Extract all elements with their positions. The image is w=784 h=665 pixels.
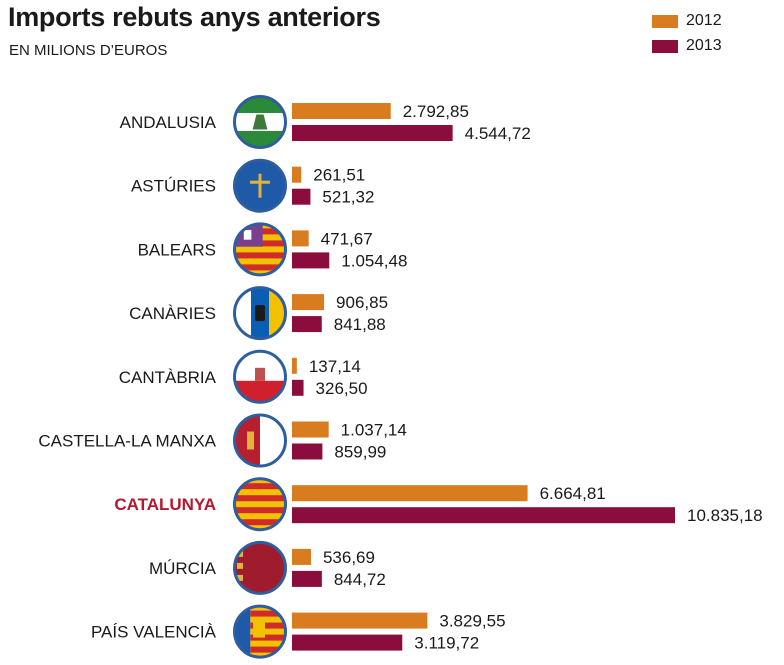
catalunya-flag-icon xyxy=(233,477,287,532)
value-label-2012: 906,85 xyxy=(336,293,388,312)
row-cantabria: CANTÀBRIA 137,14 326,50 xyxy=(119,349,368,404)
value-label-2013: 844,72 xyxy=(334,570,386,589)
chart-title: Imports rebuts anys anteriors xyxy=(8,2,381,32)
value-label-2013: 859,99 xyxy=(334,443,386,462)
value-label-2012: 3.829,55 xyxy=(439,612,505,631)
legend-item-2012: 2012 xyxy=(652,11,722,31)
value-label-2012: 536,69 xyxy=(323,548,375,567)
bar-2012 xyxy=(292,294,325,311)
value-label-2013: 4.544,72 xyxy=(465,124,531,143)
bar-2013 xyxy=(292,316,322,333)
bar-2013 xyxy=(292,634,403,651)
bar-2012 xyxy=(292,166,302,183)
category-label: BALEARS xyxy=(138,240,216,259)
category-label: CATALUNYA xyxy=(114,495,216,514)
row-canaries: CANÀRIES 906,85 841,88 xyxy=(129,286,388,341)
row-andalusia: ANDALUSIA 2.792,85 4.544,72 xyxy=(120,95,531,149)
value-label-2012: 261,51 xyxy=(313,166,365,185)
bar-2013 xyxy=(292,252,330,269)
canarias-flag-icon xyxy=(233,286,287,341)
bar-2012 xyxy=(292,548,311,565)
bar-2013 xyxy=(292,570,322,587)
category-label: CASTELLA-LA MANXA xyxy=(38,432,216,451)
bar-2012 xyxy=(292,103,391,119)
legend-label-2012: 2012 xyxy=(686,12,722,29)
balears-flag-icon xyxy=(233,222,287,277)
row-murcia: MÚRCIA 536,69 844,72 xyxy=(149,540,386,595)
row-asturies: ASTÚRIES 261,51 521,32 xyxy=(131,158,374,213)
row-pais-valencia: PAÍS VALENCIÀ 3.829,55 3.119,72 xyxy=(91,604,506,659)
cantabria-flag-icon xyxy=(233,349,287,404)
row-balears: BALEARS 471,67 1.054,48 xyxy=(138,222,407,277)
category-label: CANÀRIES xyxy=(129,304,216,323)
legend-item-2013: 2013 xyxy=(652,36,722,56)
bar-2012 xyxy=(292,612,428,629)
bar-2013 xyxy=(292,443,323,460)
bar-2012 xyxy=(292,357,297,374)
value-label-2013: 1.054,48 xyxy=(341,251,407,270)
bar-2013 xyxy=(292,125,453,141)
bar-2013 xyxy=(292,379,304,396)
castilla-la-mancha-flag-icon xyxy=(233,413,287,468)
row-castella-la-manxa: CASTELLA-LA MANXA 1.037,14 859,99 xyxy=(38,413,407,468)
value-label-2013: 10.835,18 xyxy=(687,506,763,525)
value-label-2013: 326,50 xyxy=(316,379,368,398)
value-label-2013: 521,32 xyxy=(322,188,374,207)
murcia-flag-icon xyxy=(233,540,287,595)
category-label: CANTÀBRIA xyxy=(119,368,217,387)
chart-subtitle: EN MILIONS D’EUROS xyxy=(9,42,168,59)
category-label: MÚRCIA xyxy=(149,559,217,578)
value-label-2012: 471,67 xyxy=(321,229,373,248)
value-label-2013: 841,88 xyxy=(334,315,386,334)
bar-2012 xyxy=(292,421,329,438)
value-label-2013: 3.119,72 xyxy=(414,634,479,653)
asturias-flag-icon xyxy=(233,158,287,213)
value-label-2012: 1.037,14 xyxy=(341,421,407,440)
legend-swatch-2012 xyxy=(652,14,678,28)
value-label-2012: 6.664,81 xyxy=(540,484,606,503)
bar-2012 xyxy=(292,485,528,502)
bar-2013 xyxy=(292,507,675,524)
category-label: ASTÚRIES xyxy=(131,177,216,196)
category-label: PAÍS VALENCIÀ xyxy=(91,623,217,642)
legend-swatch-2013 xyxy=(652,39,678,53)
row-catalunya: CATALUNYA 6.664,81 10.835,18 xyxy=(114,477,763,532)
legend-label-2013: 2013 xyxy=(686,37,722,54)
bar-2013 xyxy=(292,188,311,205)
andalusia-flag-icon xyxy=(233,95,287,149)
value-label-2012: 137,14 xyxy=(309,357,361,376)
category-label: ANDALUSIA xyxy=(120,113,217,132)
value-label-2012: 2.792,85 xyxy=(403,102,469,121)
bar-2012 xyxy=(292,230,309,247)
valencia-flag-icon xyxy=(233,604,287,659)
